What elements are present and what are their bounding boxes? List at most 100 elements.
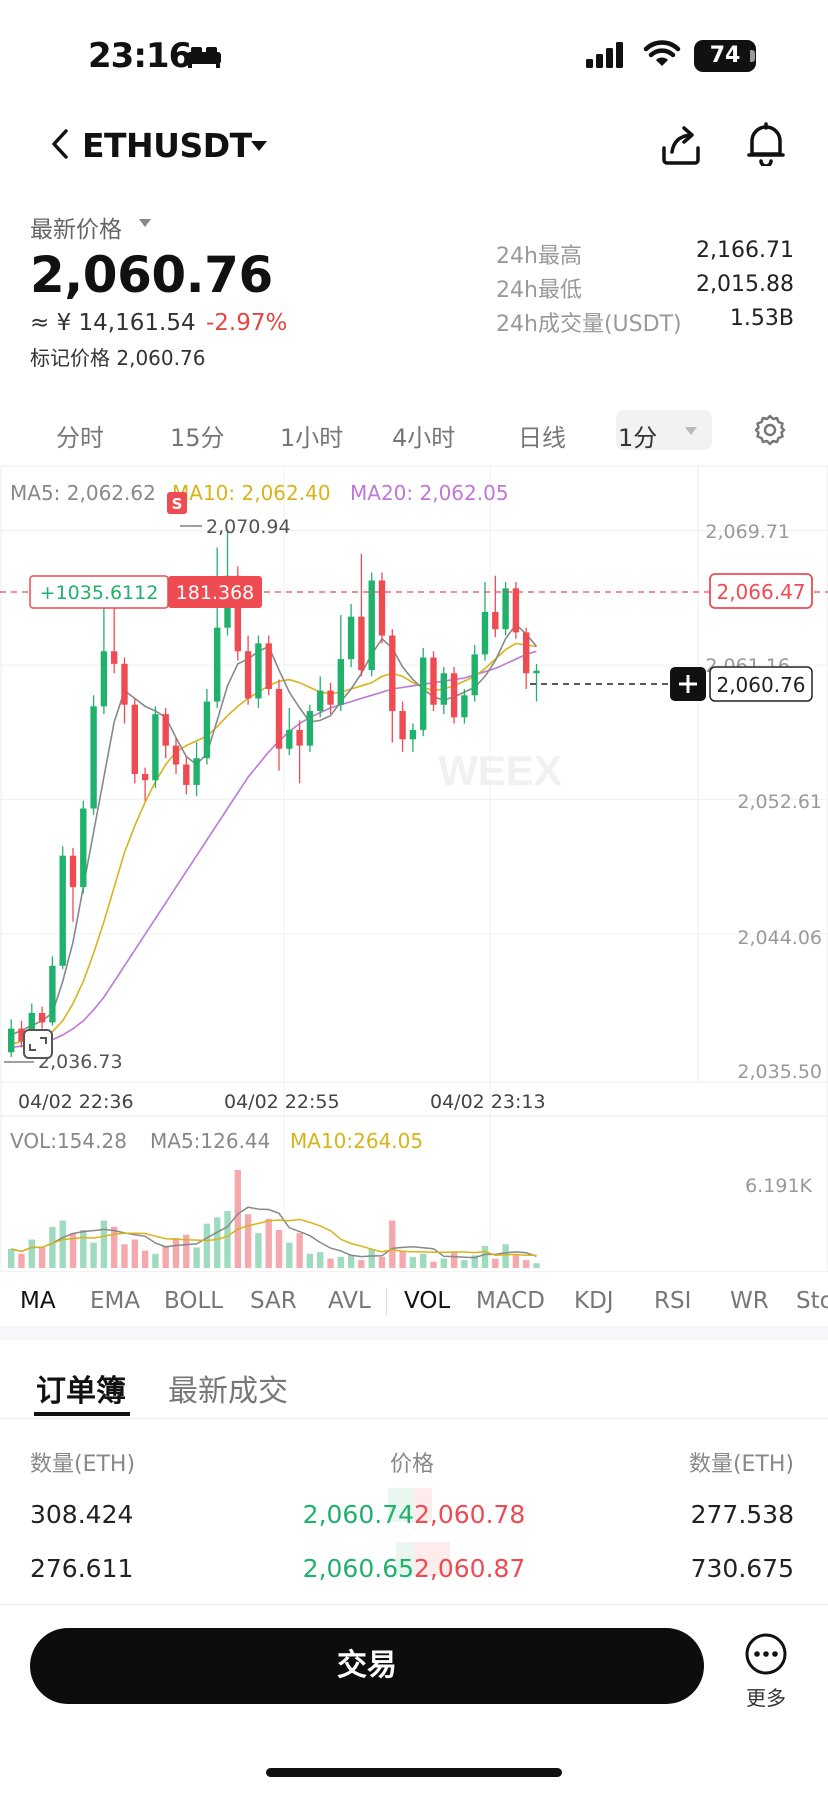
candle-body	[471, 654, 478, 696]
candle-body	[59, 855, 66, 966]
tab-timeframe-1d[interactable]: 日线	[518, 424, 566, 452]
pair-selector[interactable]: ETHUSDT	[82, 126, 252, 165]
back-arrow-icon[interactable]	[50, 128, 70, 160]
home-indicator	[266, 1768, 562, 1777]
candle-body	[162, 714, 169, 746]
candle-body	[481, 611, 489, 655]
candle-body	[100, 651, 108, 707]
tab-orderbook[interactable]: 订单簿	[36, 1374, 126, 1409]
volume-bar	[368, 1249, 375, 1268]
volume-bar	[420, 1253, 427, 1268]
ask-price[interactable]: 2,060.87	[414, 1554, 526, 1583]
volume-bar	[234, 1170, 241, 1268]
volume-bar	[141, 1250, 149, 1268]
tab-active-underline	[34, 1412, 130, 1416]
ask-qty[interactable]: 730.675	[690, 1554, 794, 1583]
current-price-tag	[709, 666, 813, 702]
chevron-down-icon[interactable]	[250, 140, 268, 152]
bid-price[interactable]: 2,060.74	[302, 1500, 414, 1529]
signal-badge[interactable]	[167, 492, 187, 514]
volume-bar	[378, 1256, 386, 1268]
candle-body	[358, 616, 365, 671]
ask-qty[interactable]: 277.538	[690, 1500, 794, 1529]
candlestick-chart[interactable]: WEEX 2,069.71 2,061.16 2,052.61 2,044.06…	[0, 464, 828, 1272]
more-icon[interactable]	[744, 1632, 788, 1676]
indicator-tab-ema[interactable]: EMA	[90, 1288, 141, 1314]
volume-bar	[214, 1217, 221, 1268]
volume-bar	[430, 1261, 437, 1268]
stat-low-label: 24h最低	[496, 278, 582, 303]
volume-bar	[461, 1260, 468, 1268]
volume-bar	[162, 1245, 169, 1268]
trade-button[interactable]: 交易	[30, 1628, 704, 1704]
indicator-tab-macd[interactable]: MACD	[476, 1288, 545, 1314]
battery-tip	[750, 50, 755, 62]
volume-bar	[533, 1263, 540, 1268]
position-pnl: +1035.6112	[40, 582, 159, 604]
bell-icon[interactable]	[746, 122, 786, 166]
volume-bar	[49, 1226, 56, 1268]
vol-ma5-legend: MA5:126.44	[150, 1129, 270, 1153]
mark-price: 标记价格 2,060.76	[30, 346, 206, 370]
candle-body	[306, 711, 314, 746]
position-qty-box[interactable]	[168, 576, 262, 608]
ask-price[interactable]: 2,060.78	[414, 1500, 526, 1529]
wifi-icon	[643, 40, 681, 66]
vol-ma5-line	[11, 1206, 537, 1259]
volume-bar	[121, 1244, 128, 1268]
volume-bar	[492, 1258, 499, 1268]
volume-bar	[502, 1244, 509, 1268]
candle-body	[255, 643, 262, 699]
volume-bar	[512, 1255, 520, 1268]
ma10-legend: MA10: 2,062.40	[172, 481, 331, 505]
candle-body	[8, 1028, 15, 1053]
volume-bar	[244, 1214, 252, 1268]
indicator-tab-wr[interactable]: WR	[730, 1288, 769, 1314]
share-icon[interactable]	[660, 124, 702, 166]
current-price: 2,060.76	[716, 673, 805, 697]
volume-bar	[80, 1230, 87, 1268]
candle-body	[183, 764, 190, 785]
candle-body	[214, 627, 221, 702]
volume-bar	[111, 1226, 118, 1268]
candle-body	[121, 663, 128, 705]
indicator-tab-rsi[interactable]: RSI	[654, 1288, 692, 1314]
indicator-tab-ma[interactable]: MA	[20, 1288, 56, 1314]
caret-down-icon	[685, 427, 697, 435]
tab-timeframe-1h[interactable]: 1小时	[280, 424, 344, 452]
vol-max-label: 6.191K	[745, 1175, 812, 1197]
plus-icon	[679, 675, 697, 693]
volume-bar	[183, 1234, 190, 1268]
tab-timeframe-selected-label: 1分	[618, 424, 658, 452]
tab-timeframe-line[interactable]: 分时	[56, 424, 104, 452]
tab-timeframe-selected[interactable]	[616, 410, 712, 450]
high-marker: 2,070.94	[206, 516, 291, 538]
price-type-selector[interactable]: 最新价格	[30, 217, 122, 243]
bid-depth-bar	[388, 1488, 414, 1522]
indicator-tab-sto[interactable]: Sto	[796, 1288, 828, 1314]
indicator-tab-kdj[interactable]: KDJ	[574, 1288, 614, 1314]
volume-bar	[8, 1249, 15, 1268]
more-label[interactable]: 更多	[746, 1686, 786, 1710]
candle-body	[141, 773, 149, 781]
volume-bar	[131, 1239, 138, 1268]
indicator-tab-vol[interactable]: VOL	[404, 1288, 451, 1314]
tab-timeframe-4h[interactable]: 4小时	[392, 424, 456, 452]
bid-qty[interactable]: 308.424	[30, 1500, 134, 1529]
caret-down-icon[interactable]	[138, 218, 152, 228]
volume-bar	[306, 1253, 314, 1268]
tab-timeframe-15m[interactable]: 15分	[170, 424, 225, 452]
fullscreen-icon[interactable]	[23, 1029, 53, 1059]
candle-body	[80, 808, 87, 888]
stat-high-label: 24h最高	[496, 244, 582, 269]
indicator-tab-boll[interactable]: BOLL	[164, 1288, 224, 1314]
bid-price[interactable]: 2,060.65	[302, 1554, 414, 1583]
bid-qty[interactable]: 276.611	[30, 1554, 134, 1583]
last-price: 2,060.76	[30, 246, 273, 304]
volume-bar	[59, 1220, 66, 1268]
stat-volume-label: 24h成交量(USDT)	[496, 312, 682, 337]
gear-icon[interactable]	[754, 414, 786, 446]
tab-latest-trades[interactable]: 最新成交	[168, 1374, 288, 1409]
indicator-tab-avl[interactable]: AVL	[328, 1288, 371, 1314]
indicator-tab-sar[interactable]: SAR	[250, 1288, 297, 1314]
